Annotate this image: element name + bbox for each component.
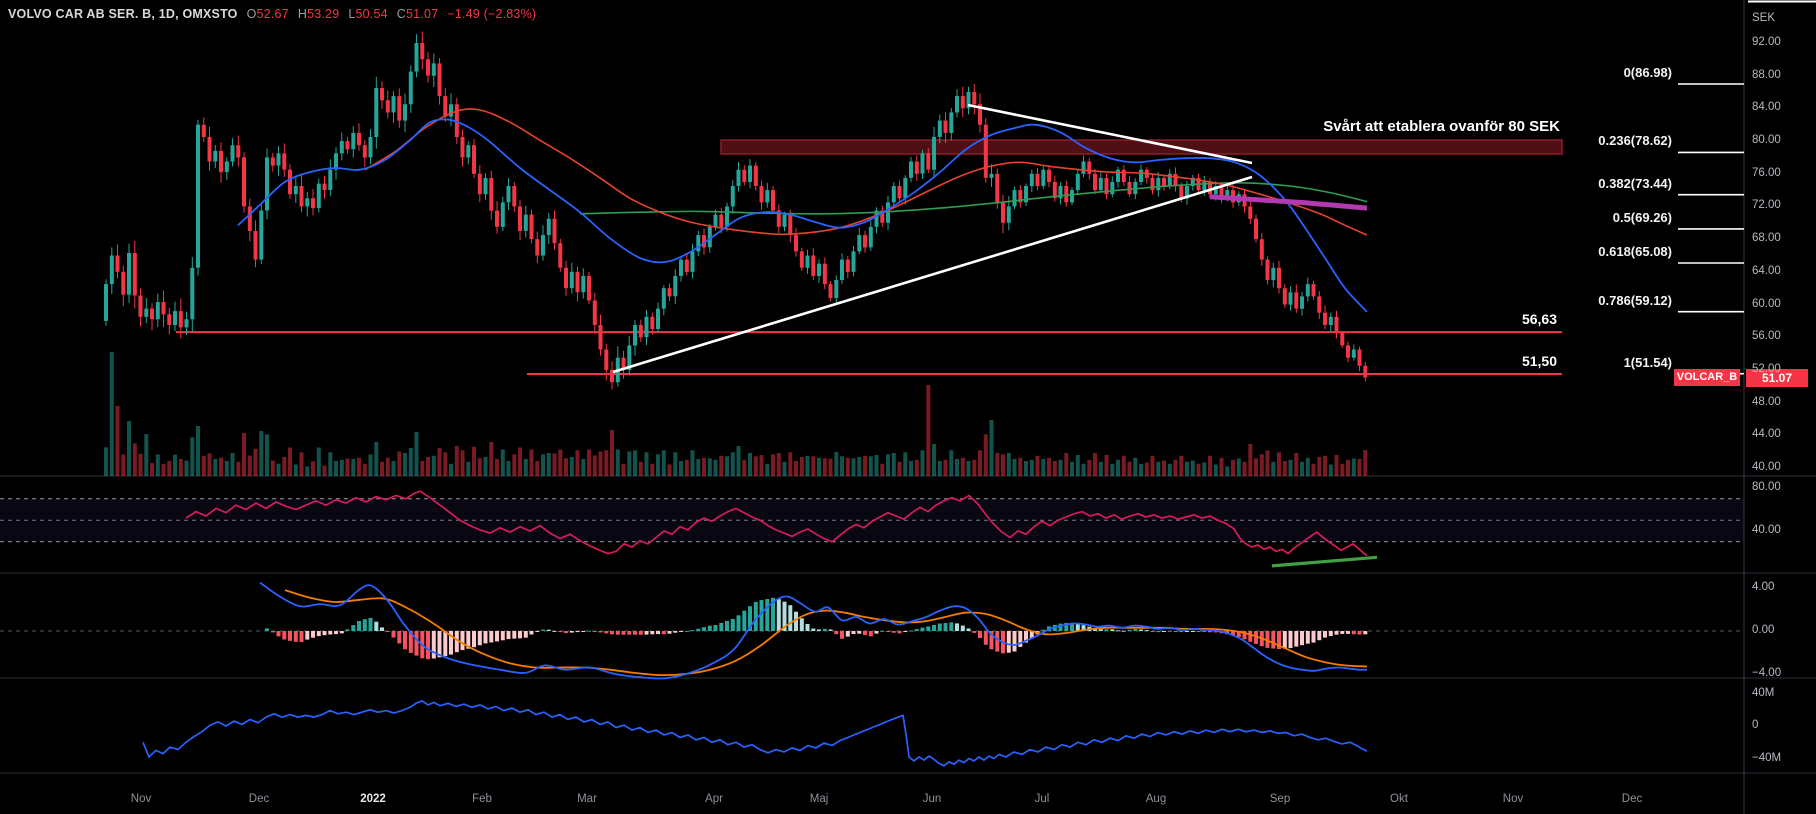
price-axis-tick: 64.00 [1752, 264, 1781, 277]
fib-level-label: 0.236(78.62) [1598, 133, 1672, 149]
macd-axis-tick: −4.00 [1752, 667, 1782, 679]
price-axis-tick: 76.00 [1752, 166, 1781, 179]
quote-field-value: 53.29 [307, 7, 340, 21]
chart-legend[interactable]: VOLVO CAR AB SER. B, 1D, OMXSTO O52.67 H53… [8, 7, 536, 21]
time-axis-label: Nov [130, 793, 152, 805]
change-value: −1.49 (−2.83%) [447, 7, 537, 21]
symbol-title: VOLVO CAR AB SER. B, 1D, OMXSTO [8, 7, 238, 21]
ma-red-line [364, 108, 1368, 236]
price-axis-tick: 60.00 [1752, 297, 1781, 310]
time-axis-label: Nov [1502, 793, 1524, 805]
price-axis-tick: 44.00 [1752, 428, 1781, 441]
price-axis-tick: 88.00 [1752, 68, 1781, 81]
support-lines[interactable] [176, 331, 1562, 375]
fib-level-label: 0.382(73.44) [1598, 175, 1672, 191]
price-axis-tick: 68.00 [1752, 232, 1781, 245]
fib-level-label: 0.786(59.12) [1598, 292, 1672, 308]
ma-purple-line [1209, 194, 1368, 211]
quote-field-label: H [297, 7, 308, 21]
resistance-annotation-text[interactable]: Svårt att etablera ovanför 80 SEK [1323, 118, 1560, 135]
macd-histogram [265, 597, 1368, 660]
time-axis-label: Apr [705, 793, 723, 805]
last-price-badge: 51.07 [1746, 368, 1808, 387]
time-axis-label: 2022 [360, 793, 386, 805]
volume-flow-line [142, 699, 1368, 767]
rsi-axis-tick: 80.00 [1752, 481, 1781, 493]
fib-level-label: 0.5(69.26) [1612, 209, 1672, 225]
rsi-line [185, 490, 1368, 557]
price-axis-tick: 48.00 [1752, 395, 1781, 408]
support-line-label: 56,63 [1521, 311, 1557, 328]
flow-axis-tick: −40M [1752, 751, 1782, 764]
quote-field-value: 52.67 [256, 7, 289, 21]
fib-level-label: 0.618(65.08) [1598, 244, 1672, 260]
time-axis-label: Maj [809, 793, 829, 805]
time-axis-label: Okt [1390, 793, 1408, 805]
quote-field-value: 50.54 [355, 7, 388, 21]
price-axis-tick: 84.00 [1752, 101, 1781, 114]
resistance-zone[interactable] [720, 139, 1563, 155]
time-axis-label: Aug [1145, 793, 1167, 805]
time-axis-label: Dec [248, 793, 270, 805]
macd-signal-line [284, 589, 1368, 677]
price-axis-tick: 80.00 [1752, 134, 1781, 147]
quote-field-label: L [348, 7, 356, 21]
ohlc-values: O52.67 H53.29 L50.54 C51.07 [238, 7, 439, 21]
series-flag-badge[interactable]: VOLCAR_B [1674, 368, 1740, 386]
ma-blue-line [237, 118, 1368, 313]
ma-green-line [579, 181, 1368, 215]
triangle-trendlines[interactable] [612, 103, 1253, 374]
candlesticks [104, 31, 1368, 390]
quote-field-value: 51.07 [406, 7, 439, 21]
time-axis-label: Mar [577, 793, 597, 805]
time-axis-label: Sep [1269, 793, 1291, 805]
macd-axis-tick: 4.00 [1752, 581, 1775, 593]
time-axis-label: Jul [1034, 793, 1050, 805]
volume-bars [104, 352, 1368, 477]
rsi-axis-tick: 40.00 [1752, 524, 1781, 536]
flow-axis-tick: 0 [1752, 719, 1759, 731]
price-axis-tick: 52.00 [1752, 362, 1781, 375]
quote-field-label: O [246, 7, 257, 21]
time-axis-label: Feb [472, 793, 492, 805]
time-axis-label: Dec [1621, 793, 1643, 805]
price-axis-tick: 40.00 [1752, 461, 1781, 473]
flow-axis-tick: 40M [1752, 686, 1775, 699]
fib-level-label: 1(51.54) [1623, 354, 1672, 370]
macd-line [259, 581, 1368, 680]
quote-field-label: C [396, 7, 407, 21]
price-axis-tick: 72.00 [1752, 199, 1781, 212]
macd-axis-tick: 0.00 [1752, 624, 1775, 636]
fib-level-label: 0(86.98) [1623, 65, 1672, 81]
rsi-trendline[interactable] [1271, 555, 1378, 568]
support-line-label: 51,50 [1521, 353, 1557, 369]
price-axis-tick: 92.00 [1752, 36, 1781, 48]
price-axis-unit: SEK [1752, 12, 1776, 24]
price-axis-tick: 56.00 [1752, 330, 1781, 343]
time-axis-label: Jun [922, 793, 942, 805]
fib-retracement-lines[interactable] [1678, 83, 1744, 375]
